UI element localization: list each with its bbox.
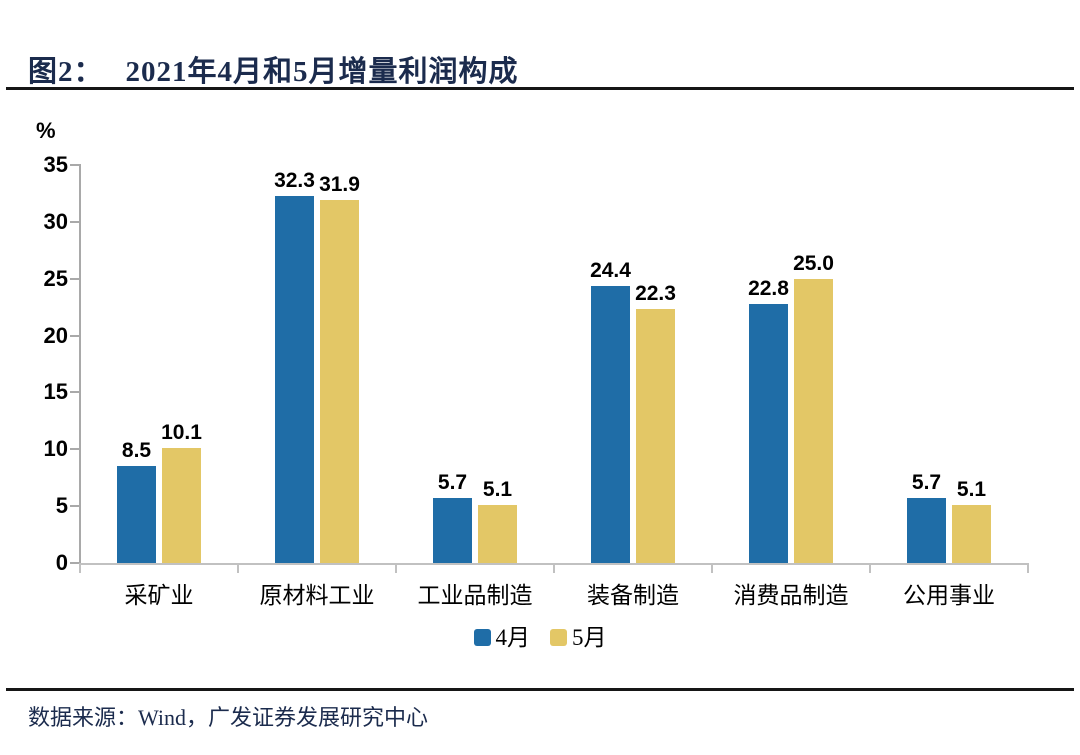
category-label: 公用事业 [903,583,995,608]
bar-value-label: 25.0 [793,252,834,275]
chart-legend: 4月 5月 [0,626,1080,649]
bar-value-label: 31.9 [319,173,360,196]
bar-value-label: 5.1 [956,478,987,501]
bar-value-label: 22.8 [748,277,789,300]
category-label: 采矿业 [124,583,194,608]
x-tick-mark [1027,565,1029,573]
bar-value-label: 5.1 [482,478,513,501]
bar-series0-cat2 [433,498,472,563]
bar-series1-cat5 [952,505,991,563]
x-axis-line [79,563,1029,565]
y-tick-label: 0 [55,550,68,575]
bar-series0-cat0 [117,466,156,563]
y-tick-label: 20 [43,322,68,348]
y-axis-line [79,164,81,564]
bar-value-label: 32.3 [274,169,315,192]
bar-series0-cat5 [907,498,946,563]
x-tick-mark [711,565,713,573]
x-tick-mark [79,565,81,573]
y-tick-mark [70,277,79,280]
source-text: 数据来源：Wind，广发证券发展研究中心 [28,705,428,730]
y-tick-mark [70,164,79,166]
y-tick-label: 5 [55,493,68,519]
title-divider [6,87,1074,90]
bar-series1-cat1 [320,200,359,563]
legend-swatch-icon [473,629,491,646]
category-label: 工业品制造 [417,583,533,608]
legend-item: 5月 [550,626,607,649]
y-tick-mark [70,220,79,223]
y-tick-mark [70,391,79,394]
x-tick-mark [395,565,397,573]
bar-series0-cat1 [275,196,314,563]
y-axis-unit-label: % [36,118,56,143]
y-tick-label: 25 [43,265,68,291]
y-tick-mark [70,448,79,451]
legend-label: 5月 [572,625,607,650]
category-label: 原材料工业 [259,583,375,608]
x-tick-mark [869,565,871,573]
bar-value-label: 8.5 [121,439,152,462]
y-tick-label: 15 [43,379,68,405]
bar-series1-cat4 [794,279,833,563]
figure-title: 图2： 2021年4月和5月增量利润构成 [28,48,519,88]
bar-value-label: 10.1 [161,421,202,444]
y-tick-mark [70,334,79,337]
y-tick-label: 10 [43,436,68,462]
legend-swatch-icon [550,629,567,646]
y-tick-mark [70,505,79,508]
category-label: 装备制造 [587,583,679,608]
figure-title-text: 2021年4月和5月增量利润构成 [125,56,519,88]
x-tick-mark [237,565,239,573]
legend-item: 4月 [473,625,531,650]
bar-series1-cat2 [478,505,517,563]
bar-series0-cat3 [591,286,630,563]
bar-series0-cat4 [749,304,788,563]
footer-divider [6,688,1074,691]
bar-value-label: 24.4 [590,259,631,282]
y-tick-label: 30 [43,208,68,234]
x-tick-mark [553,565,555,573]
category-label: 消费品制造 [733,583,849,608]
y-tick-label: 35 [43,152,68,177]
bar-value-label: 22.3 [635,282,676,305]
figure-label: 图2： [28,56,104,88]
bar-value-label: 5.7 [911,471,942,494]
bar-series1-cat3 [636,309,675,563]
y-tick-mark [70,562,79,564]
bar-series1-cat0 [162,448,201,563]
legend-label: 4月 [495,625,531,650]
bar-value-label: 5.7 [437,471,468,494]
